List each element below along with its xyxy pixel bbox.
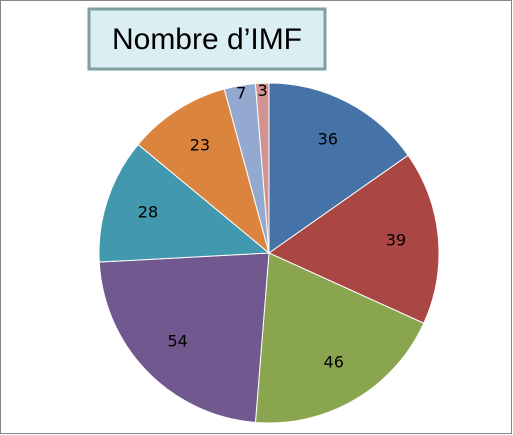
pie-slice — [98, 252, 270, 423]
pie-slice — [254, 252, 425, 424]
data-label: 7 — [236, 83, 246, 102]
pie-slice — [268, 82, 409, 254]
pie — [98, 82, 440, 424]
data-label: 23 — [190, 135, 210, 154]
data-label: 3 — [257, 81, 267, 100]
data-label: 28 — [138, 202, 158, 221]
pie-slice — [137, 88, 270, 255]
chart-title: Nombre d’IMF — [112, 23, 302, 56]
data-label: 54 — [167, 331, 187, 350]
pie-slice — [98, 143, 271, 263]
pie-slice — [267, 154, 440, 324]
title-box — [87, 7, 327, 71]
data-label: 46 — [324, 352, 344, 371]
data-label: 39 — [386, 231, 406, 250]
pie-slice — [254, 82, 270, 254]
data-label: 36 — [318, 129, 338, 148]
